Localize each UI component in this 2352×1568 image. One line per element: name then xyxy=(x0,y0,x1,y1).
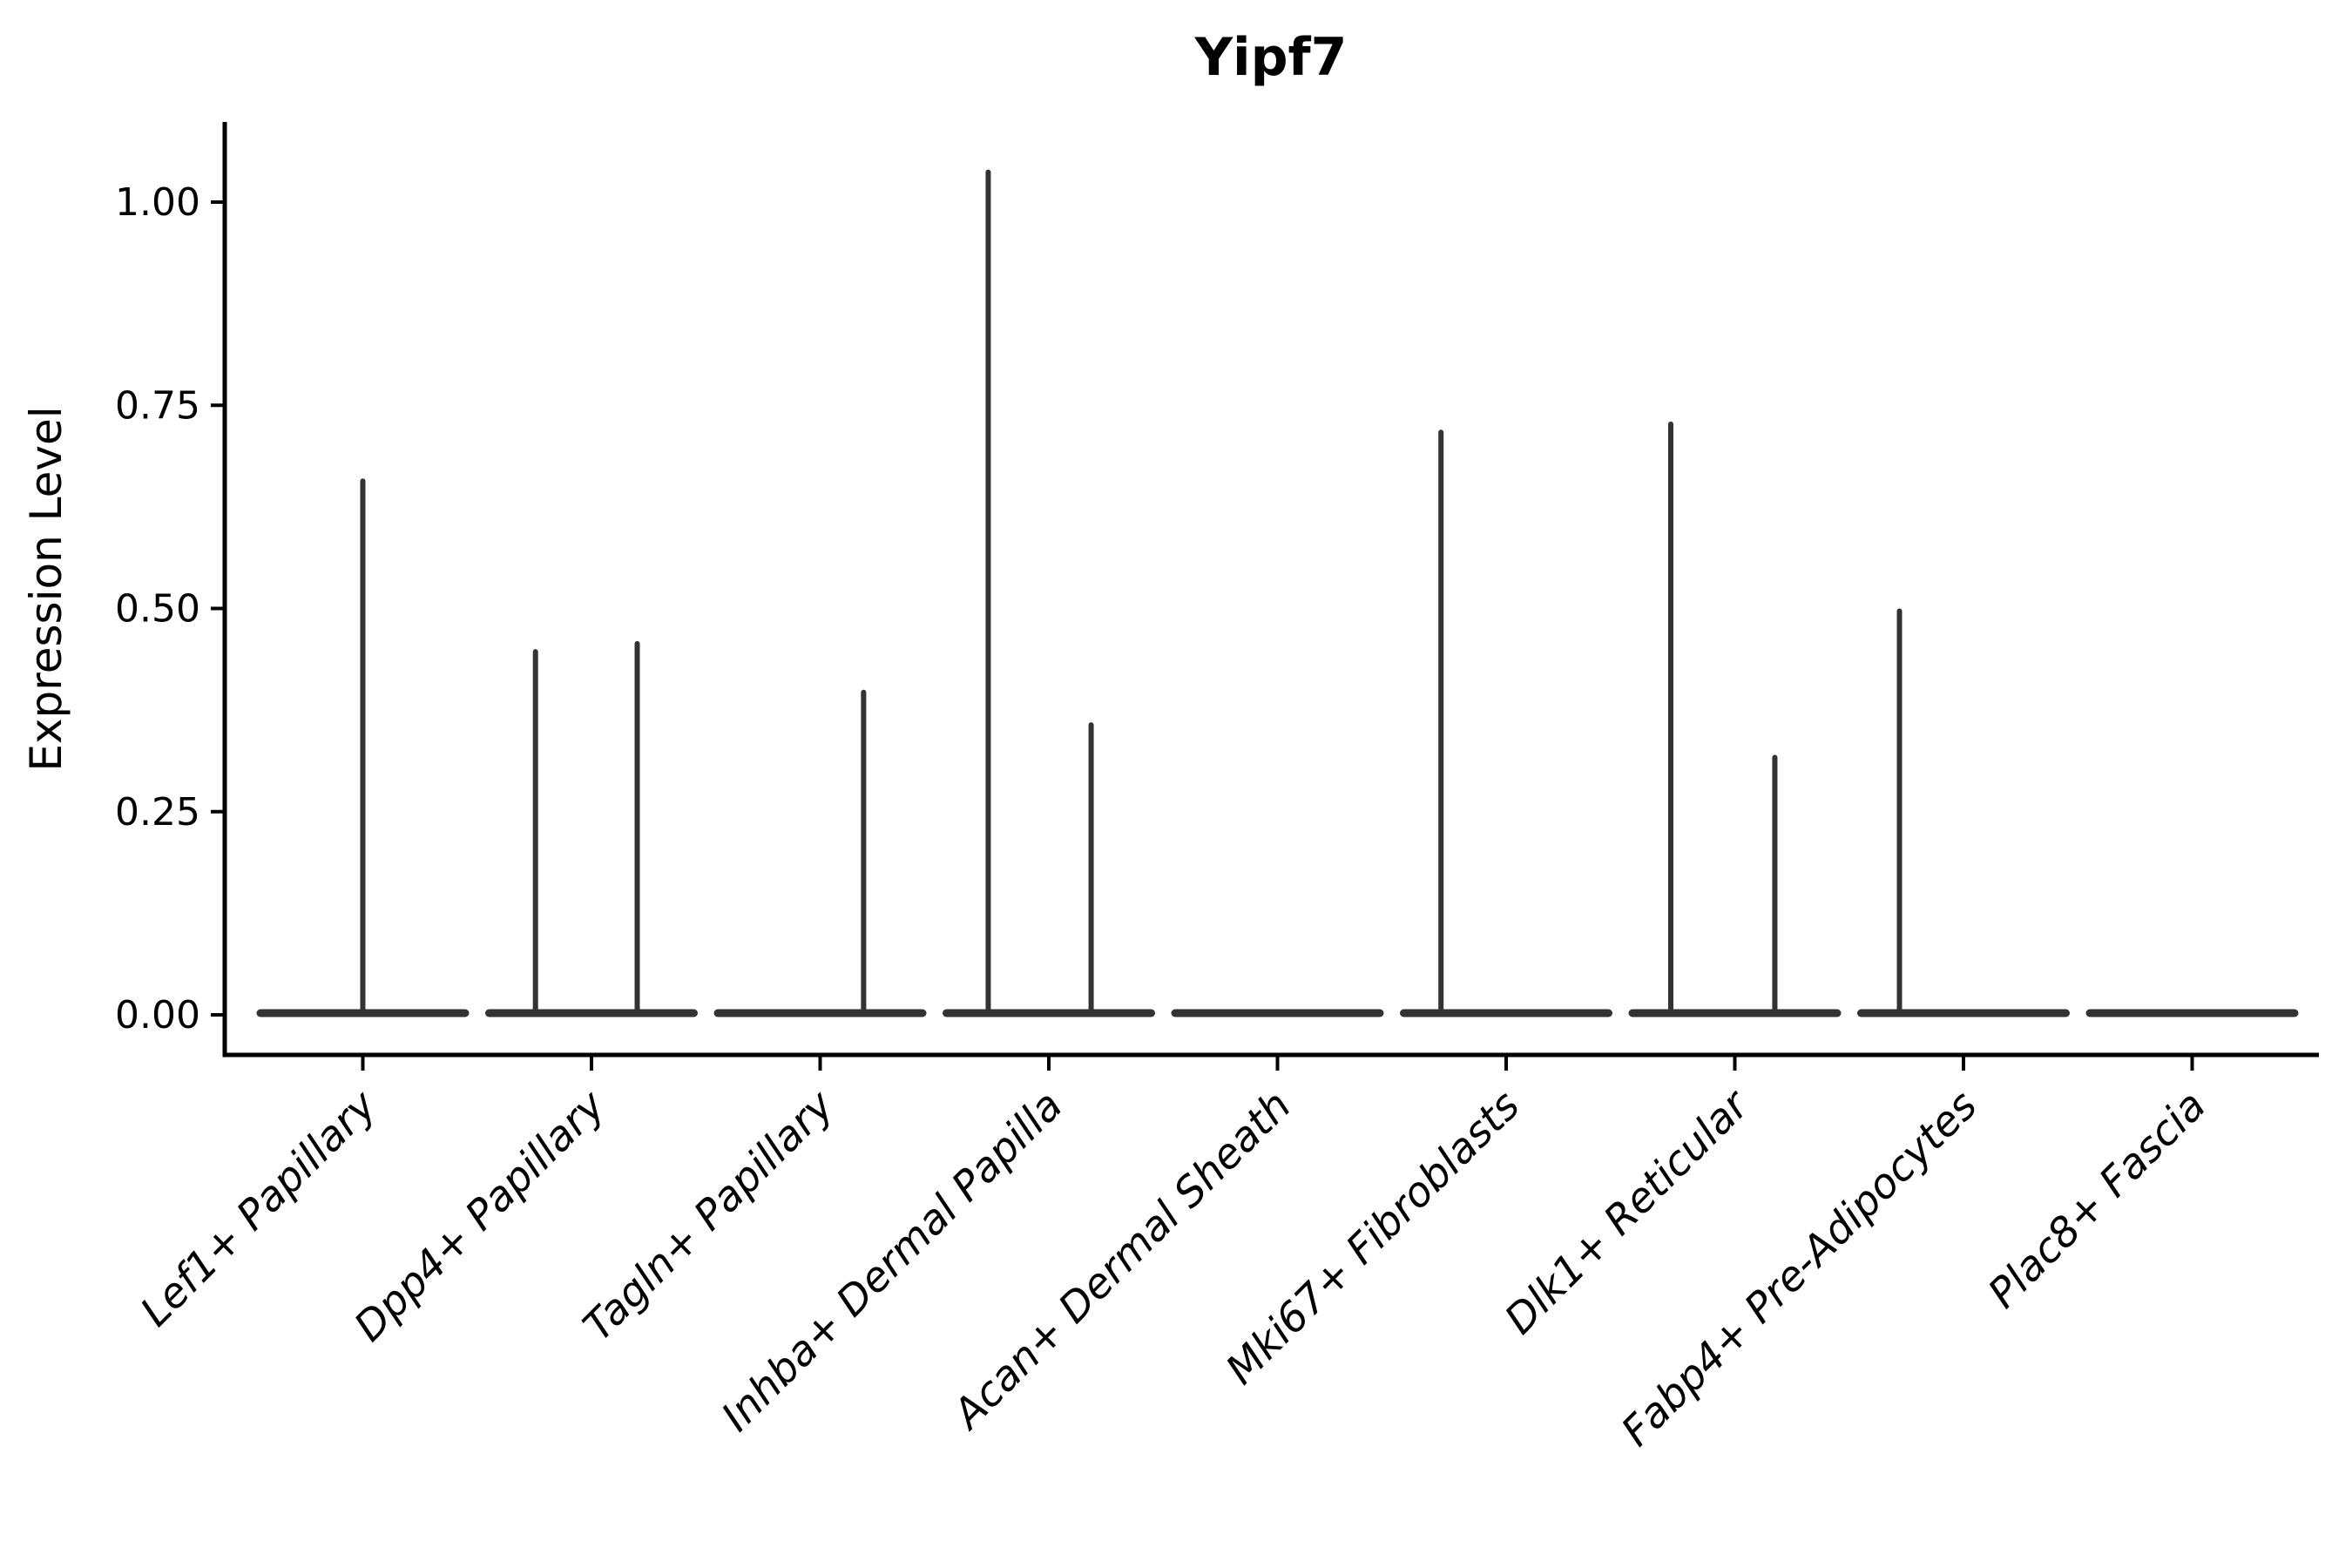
violin-2 xyxy=(485,640,698,1017)
violin-7 xyxy=(1628,421,1842,1017)
y-tick-label: 0.75 xyxy=(115,383,200,428)
x-tick-label: Dlk1+ Reticular xyxy=(1496,1080,1760,1344)
violin-5 xyxy=(1171,1009,1384,1017)
x-tick-label: Tagln+ Papillary xyxy=(574,1081,844,1351)
violin-8 xyxy=(1857,608,2070,1017)
y-tick-label: 1.00 xyxy=(115,180,200,225)
violin-baseline xyxy=(713,1009,927,1017)
chart-title: Yipf7 xyxy=(1194,27,1348,88)
x-tick-label: Plac8+ Fascia xyxy=(1979,1082,2215,1318)
violin-9 xyxy=(2085,1009,2299,1017)
violin-baseline xyxy=(943,1009,1155,1017)
y-tick-label: 0.25 xyxy=(115,790,200,835)
x-tick-label: Lef1+ Papillary xyxy=(132,1081,387,1336)
violin-baseline xyxy=(1171,1009,1384,1017)
violin-baseline xyxy=(2085,1009,2299,1017)
violin-baseline xyxy=(1628,1009,1842,1017)
violin-3 xyxy=(713,689,927,1017)
violins-layer xyxy=(256,169,2299,1017)
y-tick-label: 0.00 xyxy=(115,993,200,1037)
x-tick-label: Dpp4+ Papillary xyxy=(345,1081,615,1351)
violin-baseline xyxy=(485,1009,698,1017)
violin-baseline xyxy=(1400,1009,1612,1017)
axes-layer: 0.00 0.25 0.50 0.75 1.00 Lef1+ PapillaryDpp4+… xyxy=(115,122,2319,1456)
violin-1 xyxy=(256,478,470,1017)
violin-baseline xyxy=(1857,1009,2070,1017)
violin-6 xyxy=(1400,429,1612,1017)
violin-4 xyxy=(943,169,1155,1017)
y-tick-label: 0.50 xyxy=(115,587,200,632)
y-axis-label: Expression Level xyxy=(21,406,71,771)
